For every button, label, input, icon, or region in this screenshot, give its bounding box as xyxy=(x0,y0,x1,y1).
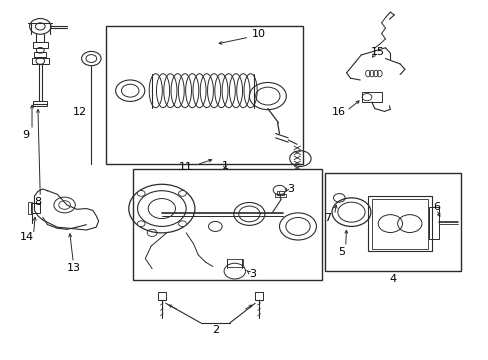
Bar xyxy=(158,292,165,300)
Bar xyxy=(34,53,46,57)
Text: 15: 15 xyxy=(370,47,385,57)
Circle shape xyxy=(137,221,145,226)
Bar xyxy=(276,191,284,195)
Bar xyxy=(33,42,47,48)
Text: 7: 7 xyxy=(324,213,331,223)
Bar xyxy=(28,202,32,214)
Bar xyxy=(33,101,47,106)
Text: 4: 4 xyxy=(388,274,396,284)
Bar xyxy=(132,169,322,280)
Bar xyxy=(371,199,427,249)
Circle shape xyxy=(178,221,186,226)
Text: 12: 12 xyxy=(72,107,86,117)
Circle shape xyxy=(178,190,186,196)
Bar xyxy=(368,196,431,251)
Text: 16: 16 xyxy=(331,107,345,117)
Bar xyxy=(30,203,40,213)
Text: 13: 13 xyxy=(66,262,80,273)
Text: 3: 3 xyxy=(287,184,294,194)
Text: 3: 3 xyxy=(249,269,256,279)
Bar xyxy=(226,259,243,267)
Text: 10: 10 xyxy=(252,28,265,39)
Bar xyxy=(32,58,48,64)
Text: 6: 6 xyxy=(432,202,439,212)
Text: 1: 1 xyxy=(221,161,228,171)
Text: 5: 5 xyxy=(338,247,345,257)
Text: 11: 11 xyxy=(179,162,193,172)
Text: 8: 8 xyxy=(34,197,41,207)
Bar xyxy=(362,92,381,102)
Bar xyxy=(428,207,438,239)
Text: 9: 9 xyxy=(22,130,29,140)
Bar xyxy=(106,26,302,164)
Bar xyxy=(324,173,460,271)
Circle shape xyxy=(137,190,145,196)
Text: 2: 2 xyxy=(211,325,219,335)
Bar xyxy=(255,292,263,300)
Bar xyxy=(275,194,285,197)
Text: 14: 14 xyxy=(20,232,34,242)
